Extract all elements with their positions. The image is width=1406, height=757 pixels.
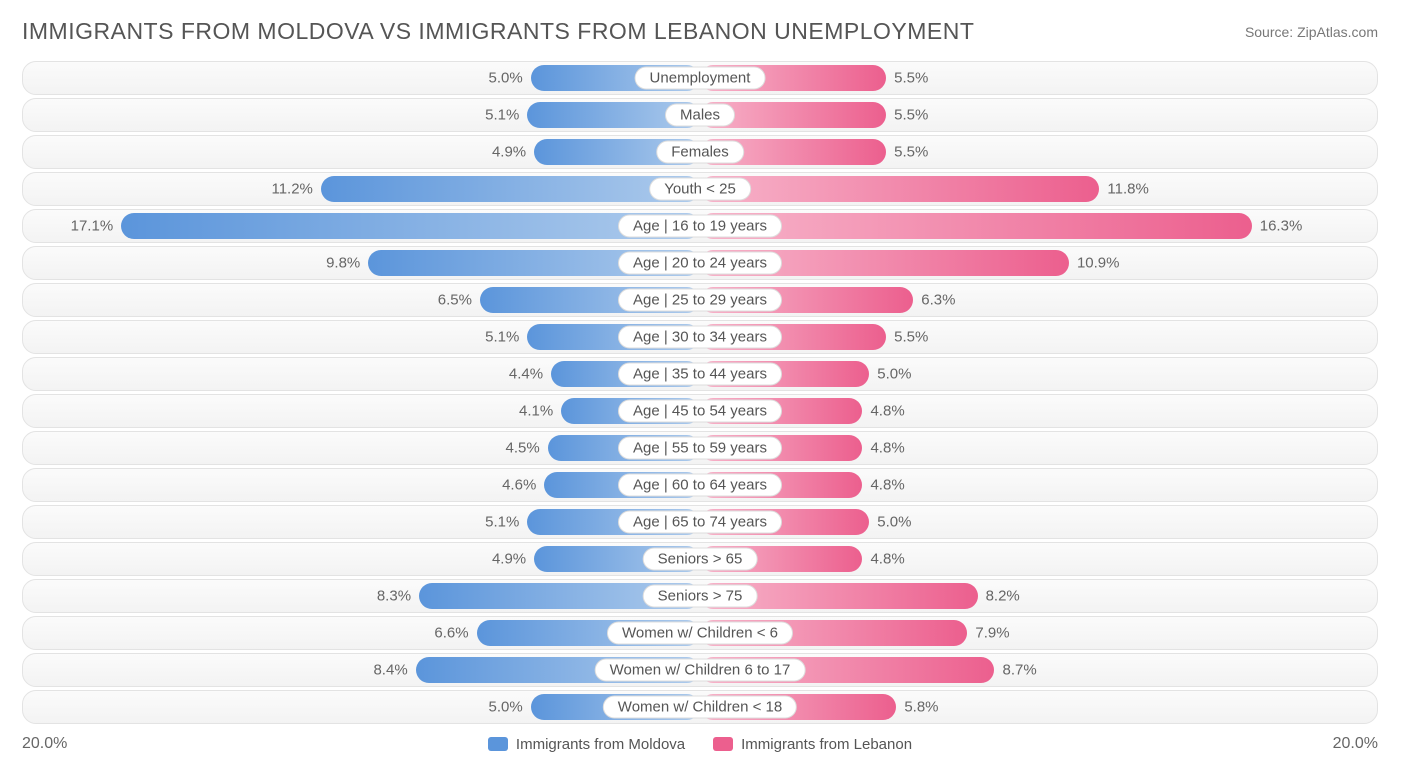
row-label: Age | 60 to 64 years [618,474,782,497]
table-row: 11.2% 11.8% Youth < 25 [22,172,1378,206]
value-right: 5.5% [894,144,928,161]
value-right: 5.5% [894,70,928,87]
value-right: 5.0% [877,366,911,383]
table-row: 5.0% 5.8% Women w/ Children < 18 [22,690,1378,724]
row-label: Age | 65 to 74 years [618,511,782,534]
value-left: 5.0% [489,699,523,716]
row-label: Age | 45 to 54 years [618,400,782,423]
header: IMMIGRANTS FROM MOLDOVA VS IMMIGRANTS FR… [0,0,1406,55]
table-row: 17.1% 16.3% Age | 16 to 19 years [22,209,1378,243]
row-label: Women w/ Children < 18 [603,696,797,719]
value-left: 4.9% [492,144,526,161]
value-left: 4.1% [519,403,553,420]
table-row: 8.4% 8.7% Women w/ Children 6 to 17 [22,653,1378,687]
table-row: 4.9% 4.8% Seniors > 65 [22,542,1378,576]
value-left: 4.5% [505,440,539,457]
value-right: 5.5% [894,329,928,346]
value-left: 6.6% [434,625,468,642]
source-attr: Source: ZipAtlas.com [1245,24,1378,40]
table-row: 5.0% 5.5% Unemployment [22,61,1378,95]
value-right: 4.8% [870,403,904,420]
table-row: 4.5% 4.8% Age | 55 to 59 years [22,431,1378,465]
table-row: 4.1% 4.8% Age | 45 to 54 years [22,394,1378,428]
row-label: Age | 55 to 59 years [618,437,782,460]
value-left: 11.2% [271,181,312,198]
legend-item-moldova: Immigrants from Moldova [488,736,685,753]
bar-right [700,213,1252,239]
row-label: Women w/ Children 6 to 17 [595,659,806,682]
value-right: 16.3% [1260,218,1303,235]
value-right: 4.8% [870,440,904,457]
value-left: 9.8% [326,255,360,272]
row-label: Males [665,104,735,127]
legend-swatch-icon [488,737,508,751]
value-right: 7.9% [975,625,1009,642]
source-name: ZipAtlas.com [1297,24,1378,40]
legend-label: Immigrants from Moldova [516,736,685,753]
table-row: 5.1% 5.0% Age | 65 to 74 years [22,505,1378,539]
table-row: 8.3% 8.2% Seniors > 75 [22,579,1378,613]
value-right: 10.9% [1077,255,1120,272]
row-label: Age | 35 to 44 years [618,363,782,386]
source-prefix: Source: [1245,24,1297,40]
value-left: 17.1% [71,218,114,235]
value-left: 4.9% [492,551,526,568]
row-label: Unemployment [635,67,766,90]
table-row: 5.1% 5.5% Age | 30 to 34 years [22,320,1378,354]
row-label: Age | 30 to 34 years [618,326,782,349]
row-label: Age | 20 to 24 years [618,252,782,275]
page-title: IMMIGRANTS FROM MOLDOVA VS IMMIGRANTS FR… [22,18,974,45]
value-left: 4.4% [509,366,543,383]
bar-right [700,176,1099,202]
row-label: Women w/ Children < 6 [607,622,793,645]
value-right: 8.2% [986,588,1020,605]
value-left: 5.1% [485,329,519,346]
table-row: 6.6% 7.9% Women w/ Children < 6 [22,616,1378,650]
legend-item-lebanon: Immigrants from Lebanon [713,736,912,753]
value-right: 4.8% [870,477,904,494]
row-label: Seniors > 75 [643,585,758,608]
chart-area: 5.0% 5.5% Unemployment 5.1% 5.5% Males 4.9% 5.5… [0,55,1406,724]
table-row: 4.9% 5.5% Females [22,135,1378,169]
value-right: 4.8% [870,551,904,568]
value-right: 11.8% [1107,181,1148,198]
value-left: 5.1% [485,514,519,531]
value-right: 6.3% [921,292,955,309]
bar-left [121,213,700,239]
row-label: Age | 25 to 29 years [618,289,782,312]
value-right: 8.7% [1002,662,1036,679]
table-row: 6.5% 6.3% Age | 25 to 29 years [22,283,1378,317]
table-row: 4.6% 4.8% Age | 60 to 64 years [22,468,1378,502]
legend-label: Immigrants from Lebanon [741,736,912,753]
row-label: Females [656,141,744,164]
table-row: 9.8% 10.9% Age | 20 to 24 years [22,246,1378,280]
value-left: 5.0% [489,70,523,87]
value-left: 8.4% [373,662,407,679]
footer: 20.0% Immigrants from Moldova Immigrants… [0,727,1406,753]
table-row: 4.4% 5.0% Age | 35 to 44 years [22,357,1378,391]
value-left: 8.3% [377,588,411,605]
axis-right-label: 20.0% [1333,735,1378,753]
row-label: Age | 16 to 19 years [618,215,782,238]
axis-left-label: 20.0% [22,735,67,753]
value-right: 5.5% [894,107,928,124]
value-right: 5.8% [904,699,938,716]
row-label: Youth < 25 [649,178,751,201]
value-left: 6.5% [438,292,472,309]
value-left: 5.1% [485,107,519,124]
row-label: Seniors > 65 [643,548,758,571]
legend: Immigrants from Moldova Immigrants from … [488,736,912,753]
table-row: 5.1% 5.5% Males [22,98,1378,132]
bar-left [321,176,700,202]
value-right: 5.0% [877,514,911,531]
value-left: 4.6% [502,477,536,494]
legend-swatch-icon [713,737,733,751]
